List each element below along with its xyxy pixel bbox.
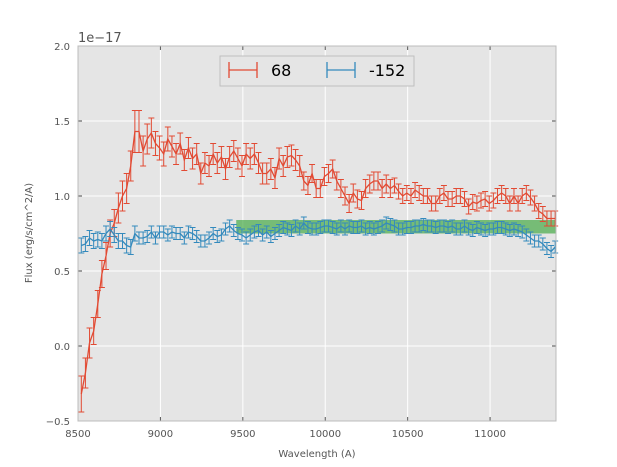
x-tick-label: 9500 [230, 429, 255, 440]
x-tick-label: 9000 [148, 429, 173, 440]
y-tick-label: −0.5 [46, 417, 70, 428]
series-line [81, 221, 556, 253]
series-b [78, 216, 559, 258]
x-axis-label: Wavelength (A) [278, 449, 355, 460]
legend-entry: -152 [326, 61, 405, 80]
series-line [80, 130, 556, 395]
legend-box [219, 55, 415, 87]
plot-frame [77, 45, 557, 422]
legend-label: 68 [271, 61, 291, 80]
x-tick-label: 10500 [392, 429, 424, 440]
y-tick-label: 1.0 [54, 192, 70, 203]
legend-entry: 68 [228, 61, 291, 80]
y-offset-label: 1e−17 [78, 31, 122, 46]
x-tick-label: 11000 [474, 429, 506, 440]
x-tick-label: 8500 [65, 429, 90, 440]
legend-label: -152 [369, 61, 405, 80]
x-tick-label: 10000 [309, 429, 341, 440]
y-tick-label: 0.0 [54, 342, 70, 353]
tick-layer: 8500 9000 9500 10000 10500 11000 −0.5 0.0 0.5 1.0… [46, 42, 557, 440]
y-tick-label: 1.5 [54, 117, 70, 128]
series-a [78, 110, 559, 413]
legend: 68 -152 [219, 55, 415, 87]
y-tick-label: 0.5 [54, 267, 70, 278]
y-axis-label: Flux (erg/s/cm^2/A) [24, 183, 35, 283]
series-layer [78, 110, 559, 413]
y-tick-label: 2.0 [54, 42, 70, 53]
